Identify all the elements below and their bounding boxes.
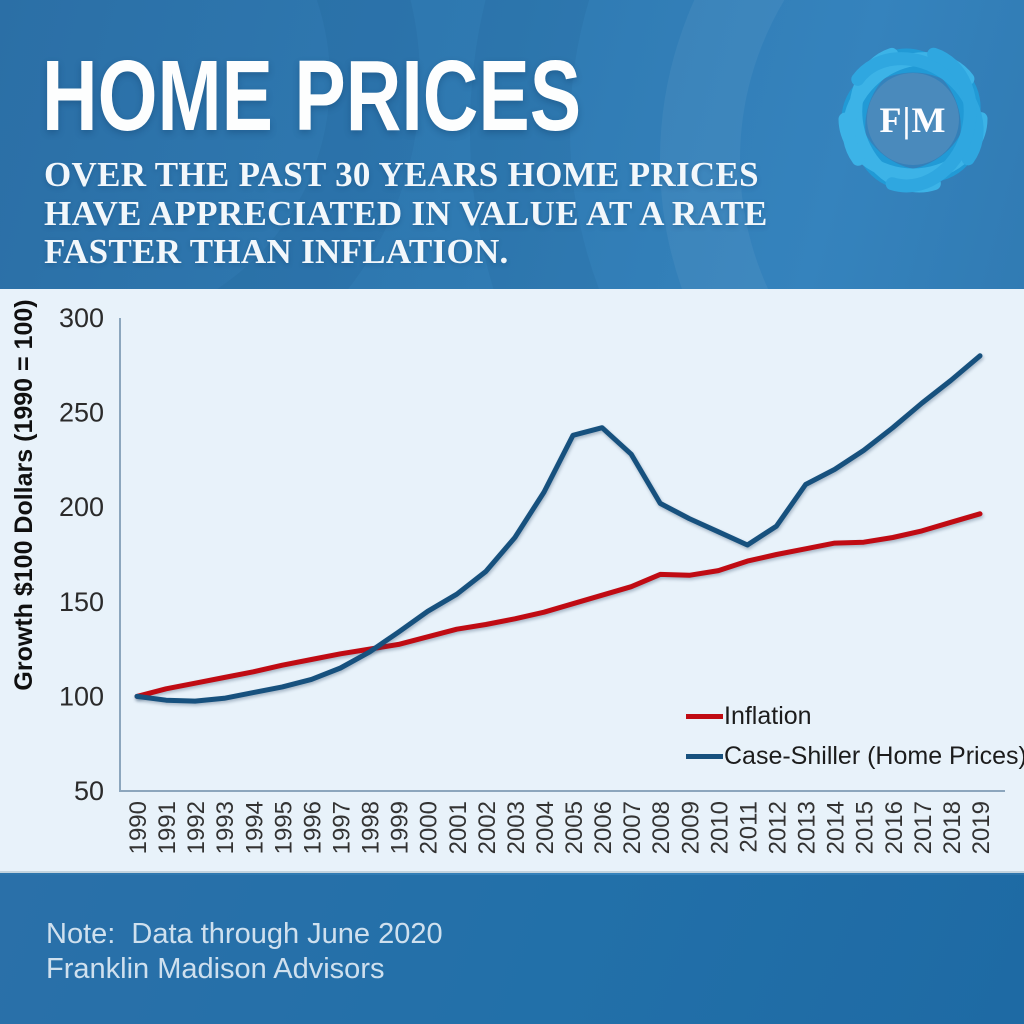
chart-legend: Inflation Case-Shiller (Home Prices): [686, 696, 1024, 776]
subtitle-line: OVER THE PAST 30 YEARS HOME PRICES: [44, 155, 759, 194]
y-tick-label: 50: [74, 776, 104, 806]
x-tick-label: 2011: [735, 801, 762, 853]
y-tick-label: 250: [59, 398, 104, 428]
x-tick-label: 1993: [212, 801, 239, 854]
x-tick-label: 1996: [299, 801, 326, 854]
x-tick-label: 1998: [358, 801, 385, 854]
x-tick-label: 2016: [881, 801, 908, 854]
legend-item-inflation: Inflation: [686, 696, 1024, 736]
page-subtitle: OVER THE PAST 30 YEARS HOME PRICES HAVE …: [44, 155, 768, 272]
x-tick-label: 2003: [503, 801, 530, 854]
x-tick-label: 1995: [270, 801, 297, 854]
fm-logo-text: F|M: [880, 100, 947, 140]
x-tick-label: 1999: [387, 801, 414, 854]
x-tick-label: 2007: [619, 801, 646, 854]
footer: Note: Data through June 2020 Franklin Ma…: [0, 875, 1024, 1024]
series-line-case-shiller: [134, 353, 983, 704]
x-tick-label: 1991: [154, 801, 181, 854]
subtitle-line: FASTER THAN INFLATION.: [44, 232, 509, 271]
x-tick-label: 1992: [183, 801, 210, 854]
fm-logo-swirl-icon: F|M: [838, 45, 988, 193]
x-tick-label: 2001: [445, 801, 472, 854]
page-title: HOME PRICES: [42, 40, 582, 152]
x-tick-label: 1990: [125, 801, 152, 854]
legend-item-case-shiller: Case-Shiller (Home Prices): [686, 736, 1024, 776]
y-tick-label: 300: [59, 303, 104, 333]
x-tick-label: 1994: [241, 801, 268, 854]
y-tick-label: 150: [59, 587, 104, 617]
legend-label-case-shiller: Case-Shiller (Home Prices): [724, 741, 1024, 770]
footnote-line: Note: Data through June 2020: [46, 918, 443, 950]
legend-dash-inflation: [686, 713, 723, 719]
y-tick-label: 200: [59, 492, 104, 522]
x-tick-label: 2014: [823, 801, 850, 854]
x-tick-label: 2013: [794, 801, 821, 854]
fm-logo: F|M: [824, 30, 1002, 208]
x-tick-label: 2012: [765, 801, 792, 854]
axis-lines: [119, 318, 1005, 792]
footnote-line: Franklin Madison Advisors: [46, 953, 385, 985]
x-tick-label: 2008: [648, 801, 675, 854]
x-tick-label: 2006: [590, 801, 617, 854]
x-tick-label: 2018: [939, 801, 966, 854]
x-tick-label: 1997: [328, 801, 355, 854]
legend-dash-case-shiller: [686, 753, 723, 759]
x-tick-label: 2000: [416, 801, 443, 854]
x-tick-label: 2017: [910, 801, 937, 854]
x-tick-label: 2005: [561, 801, 588, 854]
header: HOME PRICES OVER THE PAST 30 YEARS HOME …: [0, 0, 1024, 289]
legend-label-inflation: Inflation: [724, 701, 812, 730]
subtitle-line: HAVE APPRECIATED IN VALUE AT A RATE: [44, 193, 768, 233]
x-tick-label: 2009: [677, 801, 704, 854]
x-tick-label: 2019: [968, 801, 995, 854]
series-line-inflation: [134, 511, 983, 699]
y-axis-title: Growth $100 Dollars (1990 = 100): [10, 299, 38, 690]
y-tick-label: 100: [59, 681, 104, 711]
x-tick-label: 2010: [706, 801, 733, 854]
x-tick-label: 2015: [852, 801, 879, 854]
x-tick-label: 2004: [532, 801, 559, 854]
chart-panel: 300 250 200 150 100 50 1990 1991 1992 1993 1994 199…: [0, 289, 1024, 873]
footnote: Note: Data through June 2020 Franklin Ma…: [46, 917, 443, 987]
x-tick-label: 2002: [474, 801, 501, 854]
